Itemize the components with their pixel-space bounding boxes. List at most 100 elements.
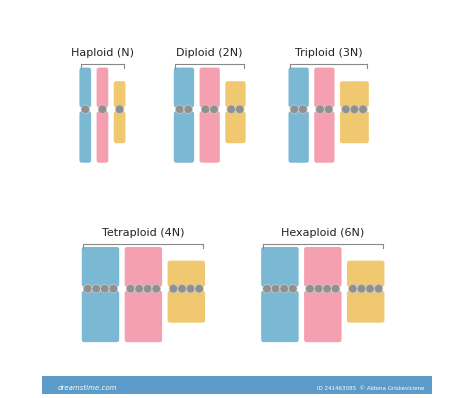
FancyBboxPatch shape <box>91 247 102 287</box>
FancyBboxPatch shape <box>114 81 126 107</box>
FancyBboxPatch shape <box>108 247 119 287</box>
FancyBboxPatch shape <box>357 111 369 143</box>
Circle shape <box>98 105 107 113</box>
FancyBboxPatch shape <box>297 111 309 163</box>
FancyBboxPatch shape <box>314 68 326 107</box>
Text: dreamstime.com: dreamstime.com <box>57 385 117 391</box>
FancyBboxPatch shape <box>174 68 185 107</box>
FancyBboxPatch shape <box>234 81 246 107</box>
FancyBboxPatch shape <box>150 247 162 287</box>
FancyBboxPatch shape <box>373 291 384 323</box>
FancyBboxPatch shape <box>340 111 352 143</box>
Circle shape <box>374 285 383 293</box>
Circle shape <box>169 285 178 293</box>
FancyBboxPatch shape <box>289 68 300 107</box>
Text: Triploid (3N): Triploid (3N) <box>295 48 363 58</box>
Circle shape <box>186 285 195 293</box>
Circle shape <box>348 285 357 293</box>
FancyBboxPatch shape <box>278 291 290 342</box>
FancyBboxPatch shape <box>225 111 237 143</box>
Circle shape <box>144 285 152 293</box>
FancyBboxPatch shape <box>200 111 211 163</box>
FancyBboxPatch shape <box>182 111 194 163</box>
FancyBboxPatch shape <box>323 111 335 163</box>
Text: Haploid (N): Haploid (N) <box>71 48 134 58</box>
FancyBboxPatch shape <box>340 81 352 107</box>
Circle shape <box>342 105 350 113</box>
Text: Hexaploid (6N): Hexaploid (6N) <box>281 228 365 238</box>
Circle shape <box>236 105 244 113</box>
FancyBboxPatch shape <box>174 111 185 163</box>
Text: Diploid (2N): Diploid (2N) <box>176 48 243 58</box>
Circle shape <box>81 105 90 113</box>
FancyBboxPatch shape <box>168 291 179 323</box>
FancyBboxPatch shape <box>287 247 299 287</box>
FancyBboxPatch shape <box>125 247 137 287</box>
FancyBboxPatch shape <box>168 261 179 287</box>
FancyBboxPatch shape <box>99 291 110 342</box>
FancyBboxPatch shape <box>373 261 384 287</box>
Circle shape <box>306 285 314 293</box>
FancyBboxPatch shape <box>278 247 290 287</box>
FancyBboxPatch shape <box>133 247 145 287</box>
FancyBboxPatch shape <box>200 68 211 107</box>
FancyBboxPatch shape <box>287 291 299 342</box>
FancyBboxPatch shape <box>142 247 154 287</box>
FancyBboxPatch shape <box>347 291 359 323</box>
Circle shape <box>316 105 324 113</box>
Circle shape <box>271 285 280 293</box>
FancyBboxPatch shape <box>364 261 376 287</box>
Circle shape <box>280 285 289 293</box>
FancyBboxPatch shape <box>261 291 273 342</box>
FancyBboxPatch shape <box>321 291 333 342</box>
Circle shape <box>263 285 271 293</box>
Circle shape <box>152 285 161 293</box>
Circle shape <box>290 105 299 113</box>
FancyBboxPatch shape <box>133 291 145 342</box>
Circle shape <box>366 285 374 293</box>
FancyBboxPatch shape <box>348 81 360 107</box>
Circle shape <box>126 285 135 293</box>
FancyBboxPatch shape <box>314 111 326 163</box>
FancyBboxPatch shape <box>193 291 205 323</box>
Circle shape <box>178 285 186 293</box>
FancyBboxPatch shape <box>347 261 359 287</box>
FancyBboxPatch shape <box>364 291 376 323</box>
Text: ID 241463085  © Aldona Griskeviciene: ID 241463085 © Aldona Griskeviciene <box>317 386 424 391</box>
Circle shape <box>201 105 210 113</box>
FancyBboxPatch shape <box>330 247 342 287</box>
FancyBboxPatch shape <box>348 111 360 143</box>
Circle shape <box>289 285 297 293</box>
Circle shape <box>227 105 236 113</box>
Text: Tetraploid (4N): Tetraploid (4N) <box>102 228 185 238</box>
FancyBboxPatch shape <box>82 291 93 342</box>
Circle shape <box>331 285 340 293</box>
FancyBboxPatch shape <box>82 247 93 287</box>
FancyBboxPatch shape <box>176 261 188 287</box>
FancyBboxPatch shape <box>150 291 162 342</box>
FancyBboxPatch shape <box>261 247 273 287</box>
Circle shape <box>359 105 367 113</box>
Circle shape <box>299 105 307 113</box>
FancyBboxPatch shape <box>97 111 108 163</box>
FancyBboxPatch shape <box>99 247 110 287</box>
FancyBboxPatch shape <box>321 247 333 287</box>
FancyBboxPatch shape <box>142 291 154 342</box>
Circle shape <box>210 105 219 113</box>
Circle shape <box>109 285 118 293</box>
FancyBboxPatch shape <box>313 247 324 287</box>
Circle shape <box>184 105 192 113</box>
FancyBboxPatch shape <box>80 68 91 107</box>
FancyBboxPatch shape <box>80 111 91 163</box>
Circle shape <box>314 285 323 293</box>
FancyBboxPatch shape <box>182 68 194 107</box>
FancyBboxPatch shape <box>297 68 309 107</box>
FancyBboxPatch shape <box>289 111 300 163</box>
FancyBboxPatch shape <box>357 81 369 107</box>
Bar <box>42 377 432 398</box>
FancyBboxPatch shape <box>114 111 126 143</box>
FancyBboxPatch shape <box>108 291 119 342</box>
FancyBboxPatch shape <box>97 68 108 107</box>
FancyBboxPatch shape <box>125 291 137 342</box>
FancyBboxPatch shape <box>91 291 102 342</box>
